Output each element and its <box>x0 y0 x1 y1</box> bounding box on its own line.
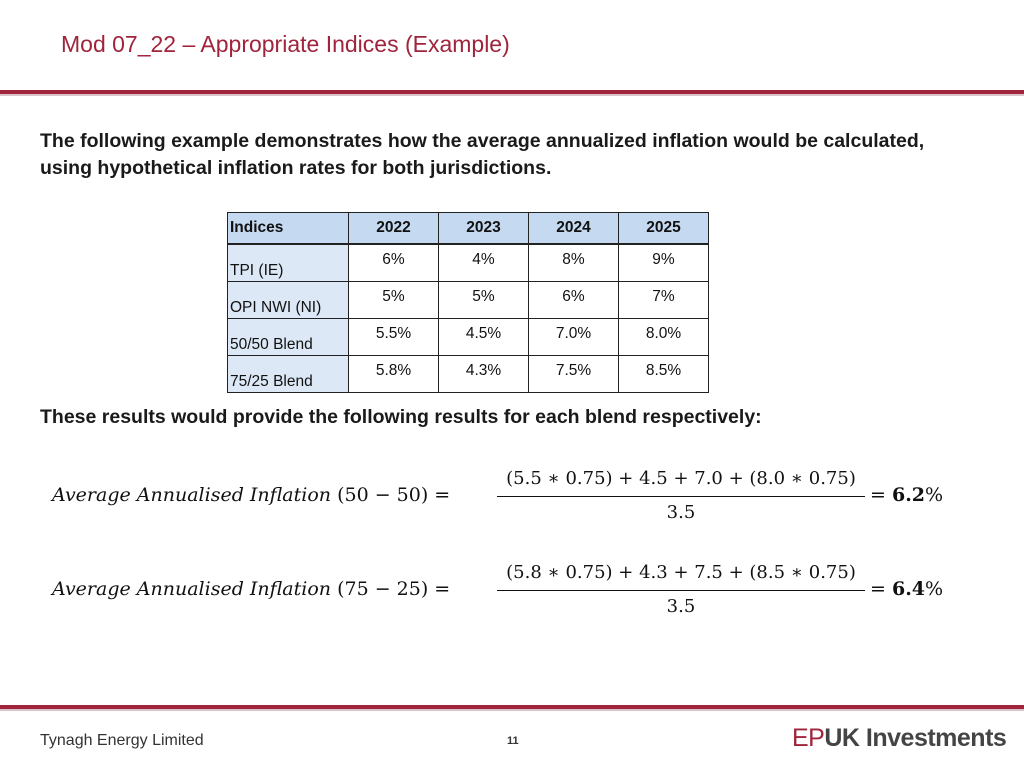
column-header: 2022 <box>348 212 439 245</box>
logo-ep: EP <box>792 724 825 752</box>
page-number: 11 <box>507 735 519 747</box>
formula-result-value: 6.4 <box>891 578 926 600</box>
slide-title: Mod 07_22 – Appropriate Indices (Example… <box>61 31 510 57</box>
formula-denominator: 3.5 <box>666 596 696 617</box>
table-cell: 6% <box>348 243 439 282</box>
table-row: TPI (IE) 6% 4% 8% 9% <box>227 243 709 282</box>
footer-company: Tynagh Energy Limited <box>40 732 204 749</box>
footer-divider <box>0 705 1024 709</box>
table-cell: 8.0% <box>618 318 709 356</box>
header-divider <box>0 90 1024 94</box>
formula-lhs-argument: (50 − 50) = <box>337 484 451 506</box>
table-cell: 8% <box>528 243 619 282</box>
footer-divider-shadow <box>0 709 1024 711</box>
logo-uk-investments: UK Investments <box>824 724 1007 752</box>
table-cell: 7.5% <box>528 355 619 393</box>
table-header-row: Indices 2022 2023 2024 2025 <box>227 212 709 245</box>
table-cell: 5.8% <box>348 355 439 393</box>
formula-denominator: 3.5 <box>666 502 696 523</box>
ep-uk-investments-logo: EPUK Investments <box>792 724 1007 753</box>
row-label: OPI NWI (NI) <box>227 281 349 319</box>
formula-lhs-argument: (75 − 25) = <box>337 578 451 600</box>
results-heading: These results would provide the followin… <box>40 406 762 428</box>
row-label: 75/25 Blend <box>227 355 349 393</box>
table-cell: 9% <box>618 243 709 282</box>
formula-lhs: Average Annualised Inflation (75 − 25) = <box>52 578 450 600</box>
table-cell: 5% <box>348 281 439 319</box>
row-label: TPI (IE) <box>227 243 349 282</box>
formula-result-unit: % <box>925 578 944 600</box>
formula-numerator: (5.8 ∗ 0.75) + 4.3 + 7.5 + (8.5 ∗ 0.75) <box>506 562 856 583</box>
column-header: 2024 <box>528 212 619 245</box>
formula-fraction: (5.5 ∗ 0.75) + 4.5 + 7.0 + (8.0 ∗ 0.75) … <box>497 466 865 525</box>
table-cell: 5.5% <box>348 318 439 356</box>
formula-result-unit: % <box>925 484 944 506</box>
column-header: 2023 <box>438 212 529 245</box>
table-cell: 7% <box>618 281 709 319</box>
formula-numerator: (5.5 ∗ 0.75) + 4.5 + 7.0 + (8.0 ∗ 0.75) <box>506 468 856 489</box>
table-cell: 7.0% <box>528 318 619 356</box>
table-row: OPI NWI (NI) 5% 5% 6% 7% <box>227 281 709 319</box>
fraction-bar <box>497 496 865 497</box>
formula-75-25: Average Annualised Inflation (75 − 25) =… <box>52 560 992 620</box>
table-row: 75/25 Blend 5.8% 4.3% 7.5% 8.5% <box>227 355 709 393</box>
row-label: 50/50 Blend <box>227 318 349 356</box>
formula-fraction: (5.8 ∗ 0.75) + 4.3 + 7.5 + (8.5 ∗ 0.75) … <box>497 560 865 619</box>
table-cell: 6% <box>528 281 619 319</box>
indices-table: Indices 2022 2023 2024 2025 TPI (IE) 6% … <box>227 212 709 393</box>
table-cell: 4% <box>438 243 529 282</box>
header-divider-shadow <box>0 94 1024 96</box>
formula-lhs: Average Annualised Inflation (50 − 50) = <box>52 484 450 506</box>
table-cell: 4.5% <box>438 318 529 356</box>
formula-50-50: Average Annualised Inflation (50 − 50) =… <box>52 466 992 526</box>
formula-lhs-label: Average Annualised Inflation <box>52 578 332 600</box>
formula-result: = 6.4% <box>870 578 943 600</box>
column-header: Indices <box>227 212 349 245</box>
fraction-bar <box>497 590 865 591</box>
column-header: 2025 <box>618 212 709 245</box>
formula-lhs-label: Average Annualised Inflation <box>52 484 332 506</box>
formula-result: = 6.2% <box>870 484 943 506</box>
formula-result-value: 6.2 <box>891 484 926 506</box>
formula-equals: = <box>870 484 886 506</box>
table-cell: 4.3% <box>438 355 529 393</box>
table-cell: 5% <box>438 281 529 319</box>
table-row: 50/50 Blend 5.5% 4.5% 7.0% 8.0% <box>227 318 709 356</box>
formula-equals: = <box>870 578 886 600</box>
intro-paragraph: The following example demonstrates how t… <box>40 130 925 179</box>
table-cell: 8.5% <box>618 355 709 393</box>
